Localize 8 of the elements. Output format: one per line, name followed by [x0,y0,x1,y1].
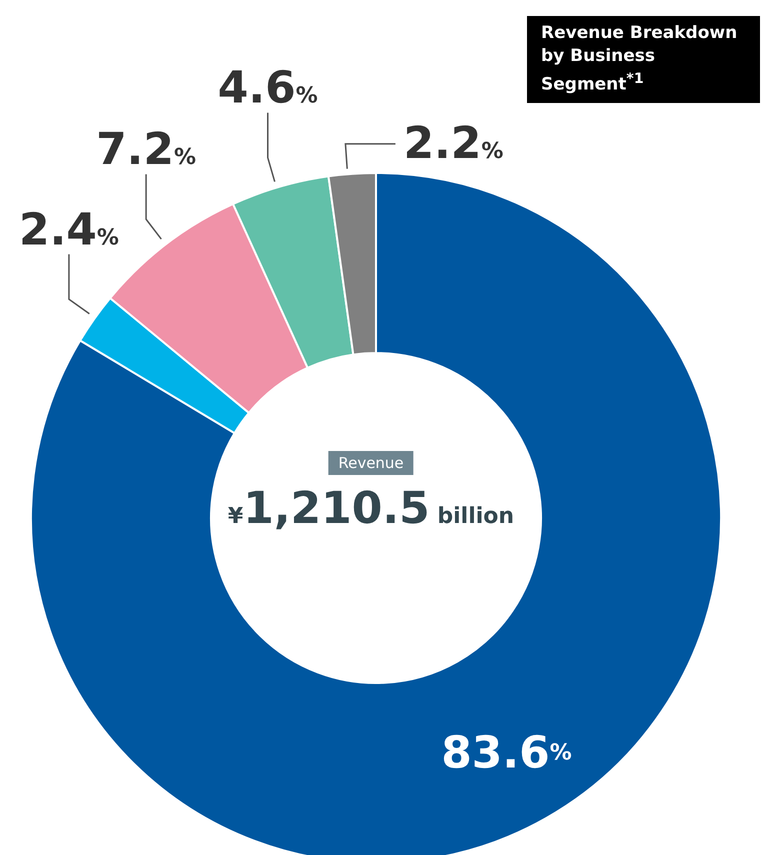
chart-title: Revenue Breakdown by Business Segment$^{*1}$ [527,16,760,103]
text: ¥1,210.5 billion [228,483,514,534]
data-label: 2.4% [18,204,119,256]
data-label: 83.6% [441,726,572,778]
data-label: 4.6% [218,62,318,114]
data-label: 2.2% [403,118,504,169]
text: Revenue [328,451,414,475]
data-label: 7.2% [96,124,196,176]
